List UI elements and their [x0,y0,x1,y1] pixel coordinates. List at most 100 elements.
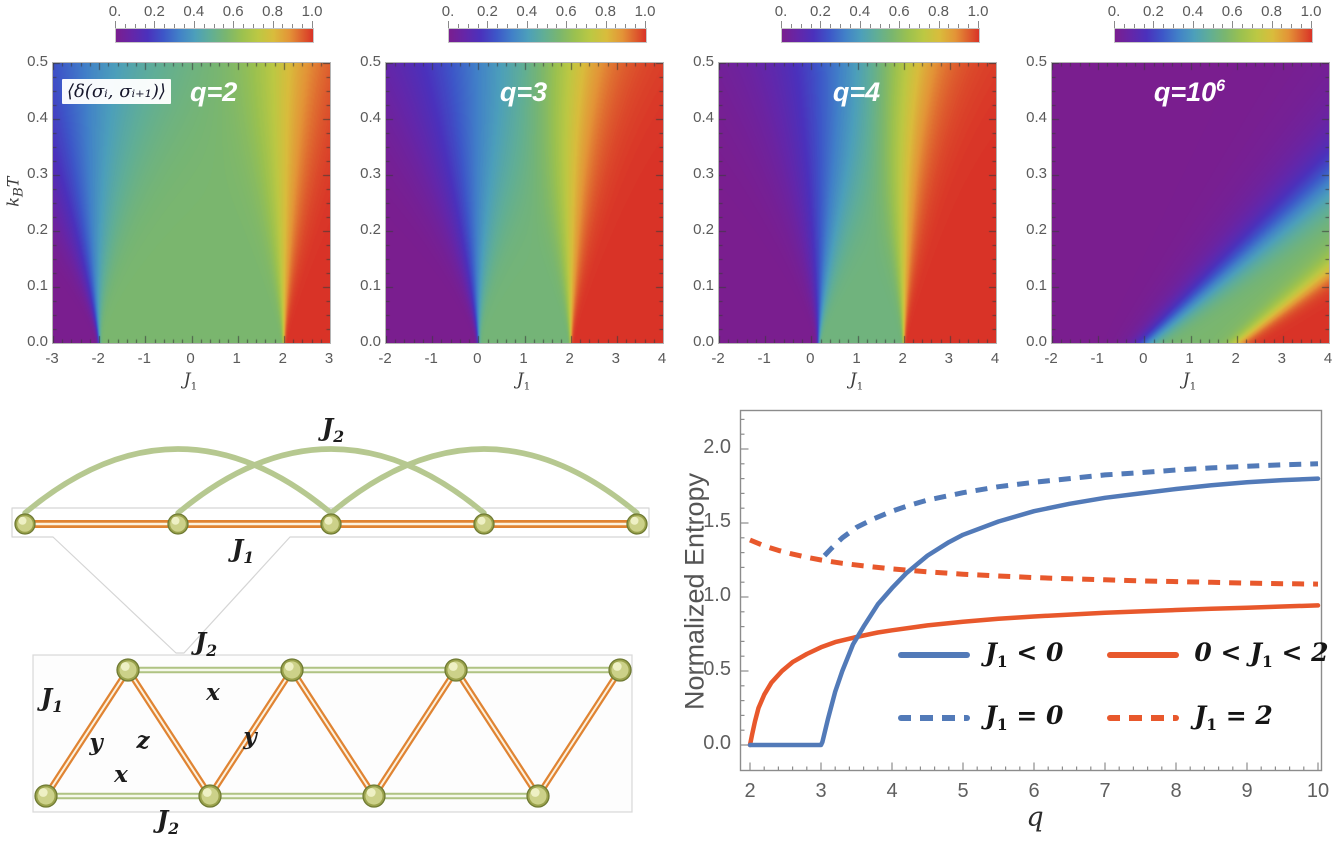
x-tick-label: 7 [1099,780,1111,802]
colorbar-tick [448,21,449,28]
x-tick-label: 6 [1028,780,1040,802]
series-line-0-j1-2 [747,603,1321,748]
colorbar-tick-label: 0.8 [928,3,950,20]
legend-label-sub: 1 [1206,715,1218,734]
y-axis-title: kBT [3,147,26,237]
y-axis-title-tail: T [3,176,23,188]
x-tick-label: -2 [91,350,105,367]
ladder-top-node-highlight [448,662,458,671]
x-tick-label: 3 [944,350,953,367]
x-tick-label: -1 [1090,350,1104,367]
chain-J2-arc [328,446,640,516]
heatmap-canvas [1051,62,1330,344]
legend-label-rest: = 0 [1007,701,1064,730]
colorbar-tick-label: 0.6 [222,3,244,20]
panel-q-label: q=2 [190,77,237,108]
x-tick-label: 2 [898,350,907,367]
legend-label-sub: 1 [996,652,1008,671]
legend-item: J1 < 0 [898,638,1063,671]
colorbar-tick [302,24,304,28]
y-tick-label: 0.2 [693,221,714,238]
x-tick-label: 1 [232,350,241,367]
colorbar-tick [948,24,950,28]
ladder-top-node-highlight [612,662,622,671]
ladder-J2-bottom-label: J2 [153,805,179,838]
colorbar-tick [879,24,881,28]
y-tick-label: 1.0 [703,584,731,606]
colorbar-tick [144,24,146,28]
y-tick-label: 0.5 [27,53,48,70]
ladder-J1-bond-core [455,669,539,797]
colorbar-tick [859,21,861,28]
colorbar-tick [1291,24,1293,28]
colorbar [781,28,980,43]
y-tick-label: 0.1 [27,277,48,294]
x-tick-label: 2 [744,780,756,802]
x-tick-label: 0 [473,350,482,367]
colorbar-tick-label: 1.0 [634,3,656,20]
colorbar-tick [1192,21,1194,28]
colorbar-tick [536,24,538,28]
y-tick-label: 0.1 [1026,277,1047,294]
legend-swatch-solid [1107,651,1180,658]
colorbar-tick [869,24,871,28]
y-axis-title: Normalized Entropy [679,472,710,711]
chain-box-with-funnel [11,507,650,654]
legend-label: 0 < J1 < 2 [1194,638,1328,671]
y-tick-label: 0.5 [1026,53,1047,70]
colorbar-tick [546,24,548,28]
y-axis-title-sub: B [11,187,27,197]
x-tick-label: -3 [45,350,59,367]
colorbar-tick [1301,24,1303,28]
legend-label-rest: < 0 [1007,638,1064,667]
y-tick-label: 0.0 [1026,333,1047,350]
heatmap-canvas [385,62,664,344]
colorbar-tick [1182,24,1184,28]
colorbar-tick [272,21,274,28]
colorbar-tick [625,24,627,28]
colorbar-tick [1212,24,1214,28]
colorbar-tick [1251,24,1253,28]
colorbar-tick [978,21,979,28]
x-axis-title-sub: 1 [856,380,864,393]
colorbar-tick-label: 1.0 [1300,3,1322,20]
heatmap-canvas [52,62,331,344]
panel-q-label-base: q=2 [190,77,238,107]
y-tick-label: 0.2 [1026,221,1047,238]
entropy-plot-svg [739,409,1323,772]
ladder-z-label: z [135,727,150,754]
series-line-j1-0 [822,461,1319,558]
colorbar-tick [312,21,313,28]
colorbar-tick [477,24,479,28]
panel-q-label: q=106 [1051,77,1328,108]
ladder-top-node-highlight [120,662,130,671]
colorbar-tick [556,24,558,28]
x-tick-label: 4 [886,780,898,802]
heatmap-panel-q=10: 0. 0.2 0.4 0.6 0.8 1.0 0.0 0.1 0.2 0.3 0.4 0.5 -2 -1 0… [999,0,1332,400]
colorbar-tick [790,24,792,28]
y-tick-label: 1.5 [703,510,731,532]
colorbar-tick [781,21,782,28]
legend-label-rest: < 2 [1272,638,1329,667]
y-tick-label: 0.4 [360,109,381,126]
y-tick-label: 0.3 [360,165,381,182]
ladder-bottom-node-highlight [202,788,212,797]
colorbar-tick-label: 0.8 [595,3,617,20]
colorbar-tick-label: 0.4 [516,3,538,20]
ladder-J2-top-label: J2 [191,627,217,660]
legend-swatch-dashed [1107,714,1180,721]
y-tick-label: 0.0 [693,333,714,350]
ladder-J1-bond-core [291,669,375,797]
y-tick-label: 0.5 [693,53,714,70]
x-tick-label: 8 [1170,780,1182,802]
panel-q-label-base: q=4 [832,77,881,107]
colorbar-tick [467,24,469,28]
legend-item: J1 = 0 [898,701,1063,734]
y-tick-label: 0.3 [693,165,714,182]
x-tick-label: 2 [1231,350,1240,367]
legend-label: J1 = 0 [985,701,1063,734]
ladder-J1-bond-core [209,669,293,797]
colorbar-tick [849,24,851,28]
x-axis-title: q [1026,802,1044,833]
x-axis-title-base: J [183,370,191,390]
